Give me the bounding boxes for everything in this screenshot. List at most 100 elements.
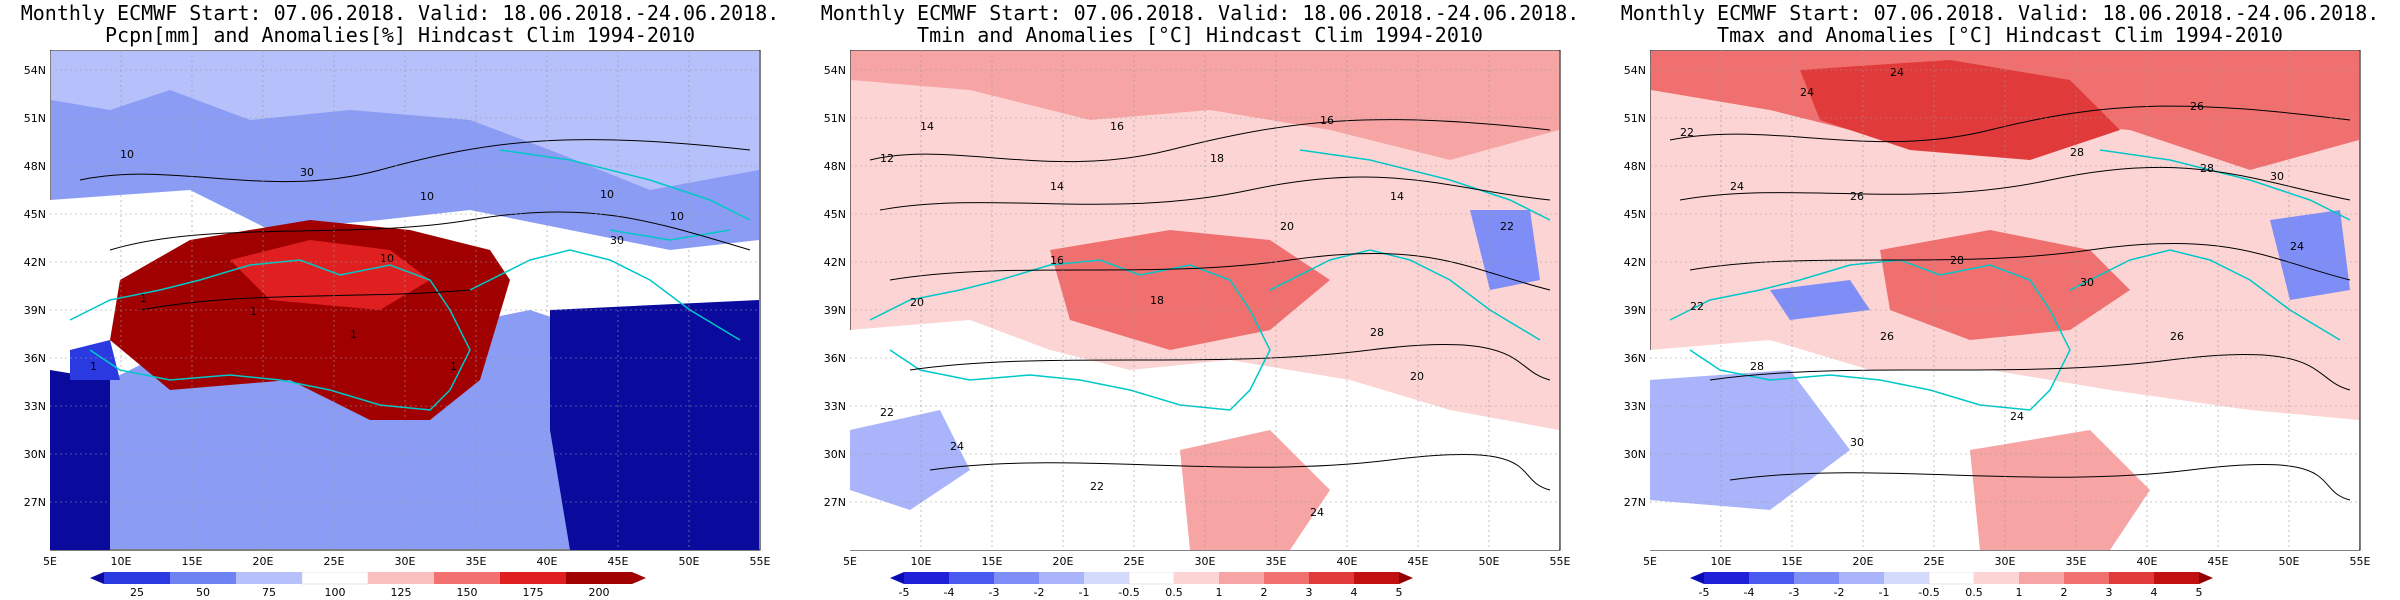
svg-text:-2: -2 [1834,586,1845,598]
svg-text:4: 4 [2151,586,2158,598]
svg-text:1: 1 [90,360,97,373]
svg-text:0.5: 0.5 [1165,586,1183,598]
lat-axis: 54N 51N 48N 45N 42N 39N 36N 33N 30N 27N [24,64,46,509]
svg-text:10: 10 [670,210,684,223]
anomaly-field-egypt [1970,430,2150,550]
tmin-panel: Monthly ECMWF Start: 07.06.2018. Valid: … [800,0,1600,600]
svg-text:28: 28 [1370,326,1384,339]
svg-text:14: 14 [1050,180,1064,193]
svg-text:33N: 33N [24,400,46,413]
svg-text:18: 18 [1210,152,1224,165]
precipitation-panel: Monthly ECMWF Start: 07.06.2018. Valid: … [0,0,800,600]
svg-text:0.5: 0.5 [1965,586,1983,598]
svg-text:55E: 55E [1550,555,1571,568]
svg-text:25E: 25E [324,555,345,568]
colorbar-segments [890,572,1413,585]
svg-text:3: 3 [1306,586,1313,598]
svg-text:42N: 42N [824,256,846,269]
svg-text:-3: -3 [989,586,1000,598]
svg-text:14: 14 [1390,190,1404,203]
svg-text:1: 1 [450,360,457,373]
svg-text:150: 150 [457,586,478,598]
svg-text:2: 2 [2061,586,2068,598]
svg-text:48N: 48N [24,160,46,173]
svg-text:14: 14 [920,120,934,133]
svg-text:25: 25 [130,586,144,598]
svg-text:45E: 45E [608,555,629,568]
svg-text:5E: 5E [1643,555,1657,568]
svg-text:51N: 51N [824,112,846,125]
gridlines [850,50,1560,550]
svg-text:39N: 39N [24,304,46,317]
svg-text:24: 24 [2290,240,2304,253]
anomaly-field-anatolia [1050,230,1330,350]
svg-text:50: 50 [196,586,210,598]
svg-text:28: 28 [2070,146,2084,159]
svg-text:50E: 50E [2279,555,2300,568]
precipitation-map: 10 30 10 10 10 1 1 10 30 1 1 1 [50,50,761,551]
svg-text:20E: 20E [1853,555,1874,568]
svg-text:50E: 50E [1479,555,1500,568]
svg-text:200: 200 [589,586,610,598]
svg-text:55E: 55E [750,555,771,568]
svg-text:1: 1 [250,305,257,318]
colorbar-labels: -5 -4 -3 -2 -1 -0.5 0.5 1 2 3 4 5 [899,586,1403,598]
svg-text:1: 1 [1216,586,1223,598]
svg-text:42N: 42N [24,256,46,269]
svg-text:30: 30 [1850,436,1864,449]
colorbar-labels: -5 -4 -3 -2 -1 -0.5 0.5 1 2 3 4 5 [1699,586,2203,598]
anomaly-field-south [850,320,1559,550]
anomaly-field-north [51,51,759,190]
svg-text:100: 100 [325,586,346,598]
svg-text:22: 22 [1500,220,1514,233]
svg-text:24: 24 [1730,180,1744,193]
svg-text:-3: -3 [1789,586,1800,598]
svg-text:10E: 10E [911,555,932,568]
svg-text:27N: 27N [1624,496,1646,509]
svg-text:3: 3 [2106,586,2113,598]
svg-text:24: 24 [2010,410,2024,423]
anomaly-field-russia [1800,60,2120,160]
svg-text:30E: 30E [1195,555,1216,568]
svg-text:25E: 25E [1924,555,1945,568]
svg-text:1: 1 [2016,586,2023,598]
svg-text:-5: -5 [899,586,910,598]
svg-text:50E: 50E [679,555,700,568]
tmin-colorbar: -5 -4 -3 -2 -1 -0.5 0.5 1 2 3 4 5 [890,572,1413,598]
svg-text:15E: 15E [982,555,1003,568]
svg-text:5: 5 [2196,586,2203,598]
contours [1669,105,2351,501]
lat-axis: 54N 51N 48N 45N 42N 39N 36N 33N 30N 27N [824,64,846,509]
svg-text:16: 16 [1320,114,1334,127]
svg-text:30E: 30E [1995,555,2016,568]
svg-text:-1: -1 [1079,586,1090,598]
svg-text:33N: 33N [1624,400,1646,413]
contours [869,119,1551,491]
svg-text:-0.5: -0.5 [1118,586,1139,598]
colorbar-labels: 25 50 75 100 125 150 175 200 [130,586,610,598]
anomaly-field-nw-africa [850,410,970,510]
svg-text:12: 12 [880,152,894,165]
svg-text:1: 1 [350,328,357,341]
svg-text:175: 175 [523,586,544,598]
svg-text:30E: 30E [395,555,416,568]
svg-text:30: 30 [2080,276,2094,289]
svg-text:5E: 5E [843,555,857,568]
svg-text:54N: 54N [824,64,846,77]
svg-text:48N: 48N [824,160,846,173]
svg-text:22: 22 [1680,126,1694,139]
svg-text:27N: 27N [24,496,46,509]
svg-text:10E: 10E [1711,555,1732,568]
colorbar-segments [1690,572,2213,585]
svg-text:36N: 36N [824,352,846,365]
panel-title-line1: Monthly ECMWF Start: 07.06.2018. Valid: … [20,1,780,25]
svg-text:30N: 30N [824,448,846,461]
svg-text:10: 10 [600,188,614,201]
svg-text:45E: 45E [2208,555,2229,568]
svg-text:20: 20 [1410,370,1424,383]
svg-text:40E: 40E [537,555,558,568]
svg-text:28: 28 [2200,162,2214,175]
svg-text:1: 1 [140,292,147,305]
svg-text:40E: 40E [1337,555,1358,568]
svg-text:55E: 55E [2350,555,2371,568]
